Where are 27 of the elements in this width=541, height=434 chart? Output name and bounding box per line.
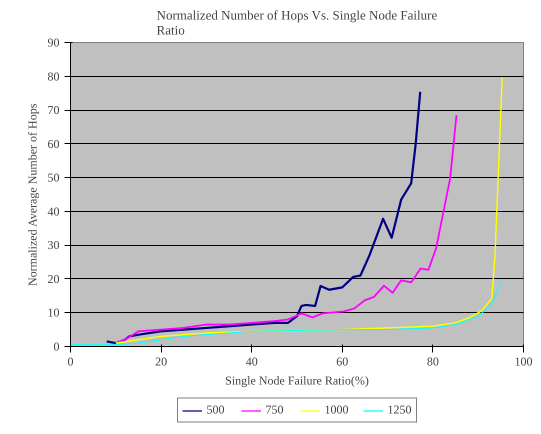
legend-label: 1000: [324, 402, 348, 418]
y-tick-label: 90: [48, 36, 60, 50]
y-tick-label: 70: [48, 103, 60, 118]
y-tick-label: 20: [48, 272, 60, 286]
x-tick-label: 40: [246, 354, 258, 368]
legend-label: 1250: [388, 402, 412, 418]
legend-label: 500: [206, 402, 226, 418]
x-tick-label: 60: [336, 354, 348, 368]
y-tick-label: 0: [54, 340, 60, 354]
legend-label: 750: [266, 402, 284, 418]
chart-title: Normalized Number of Hops Vs. Single Node Failure Ratio: [156, 8, 438, 38]
line-series: [115, 76, 503, 344]
x-tick-label: 80: [426, 354, 439, 368]
y-tick-label: 60: [48, 136, 60, 151]
y-tick-label: 40: [48, 204, 60, 218]
x-axis-title: Single Node Failure Ratio(%): [225, 374, 369, 388]
line-series: [70, 281, 502, 346]
y-tick-label: 80: [48, 69, 60, 84]
x-tick-label: 0: [68, 354, 74, 368]
y-tick-label: 30: [48, 238, 60, 252]
line-series: [106, 90, 422, 344]
line-series: [114, 114, 458, 344]
y-tick-label: 10: [48, 306, 60, 320]
x-tick-label: 100: [514, 354, 532, 368]
y-axis-title: Normalized Average Number of Hops: [26, 103, 40, 286]
x-tick-label: 20: [155, 354, 168, 368]
y-tick-label: 50: [48, 170, 60, 185]
